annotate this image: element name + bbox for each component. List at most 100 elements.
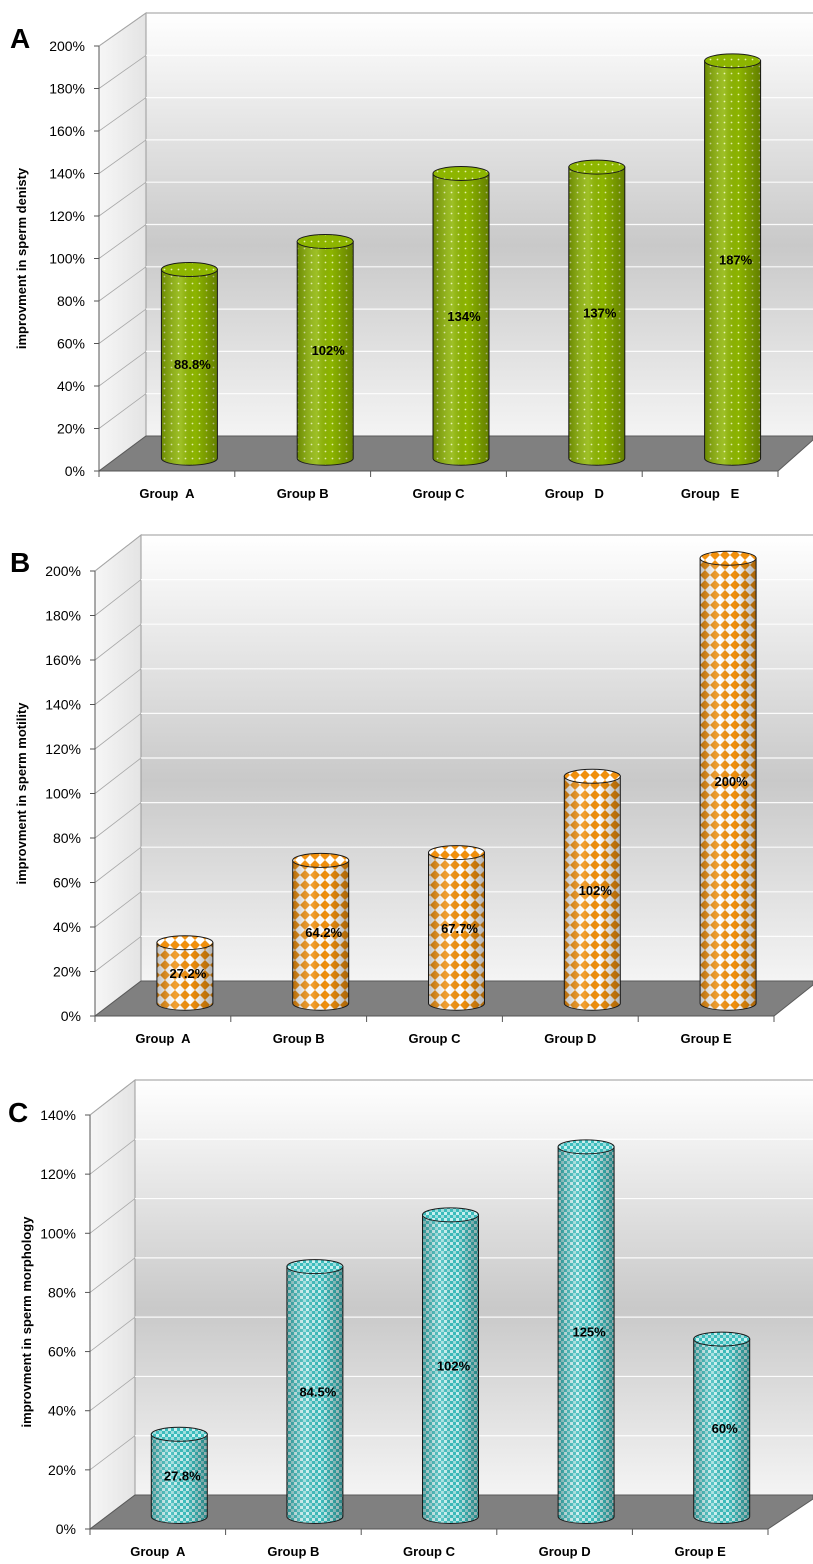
bar-shade: [433, 173, 489, 466]
y-tick-label: 160%: [45, 652, 81, 668]
chart-panel-a: 0% 20% 40% 60% 80% 100% 120% 140% 160% 180% 200% 88…: [10, 12, 813, 501]
bar-shade: [568, 167, 625, 466]
chart-panel-b: 0% 20% 40% 60% 80% 100% 120% 140% 160% 180% 200% 27…: [10, 533, 813, 1046]
bar-top: [156, 935, 214, 951]
side-gridline: [98, 308, 147, 344]
bar-3: [428, 845, 485, 1011]
bar-top: [422, 1207, 479, 1223]
bar-top: [704, 53, 762, 69]
y-tick-label: 20%: [53, 964, 81, 980]
bar-5: [704, 53, 762, 466]
bar-4: [557, 1139, 615, 1524]
y-tick-label: 20%: [48, 1462, 76, 1478]
bar-4: [563, 768, 621, 1011]
bar-shade: [428, 852, 485, 1011]
category-label: Group A: [135, 1031, 191, 1046]
category-label: Group C: [403, 1544, 456, 1559]
y-tick-label: 100%: [45, 786, 81, 802]
panel-letter: C: [8, 1097, 28, 1128]
data-label: 134%: [447, 309, 481, 324]
bar-shade: [700, 558, 757, 1011]
y-tick-label: 20%: [57, 421, 85, 437]
bar-top: [693, 1331, 751, 1347]
y-tick-label: 120%: [45, 741, 81, 757]
y-tick-label: 120%: [40, 1166, 76, 1182]
data-label: 67.7%: [441, 921, 478, 936]
y-axis-label: improvment in sperm motility: [14, 702, 29, 885]
category-label: Group B: [267, 1544, 319, 1559]
bar-top: [563, 768, 621, 784]
side-gridline: [98, 393, 147, 429]
side-gridline: [94, 757, 142, 794]
side-gridline: [98, 181, 147, 217]
data-label: 84.5%: [299, 1385, 336, 1400]
side-gridline: [98, 54, 147, 89]
side-gridline: [94, 846, 142, 883]
category-label: Group A: [130, 1544, 186, 1559]
y-tick-label: 80%: [53, 830, 81, 846]
bar-top: [557, 1139, 615, 1155]
y-tick-label: 100%: [49, 251, 85, 267]
bar-top: [568, 159, 626, 175]
y-tick-label: 140%: [45, 697, 81, 713]
side-gridline: [94, 579, 142, 616]
category-label: Group D: [545, 486, 604, 501]
bar-shade: [422, 1214, 479, 1524]
bar-shade: [558, 1146, 615, 1524]
data-label: 200%: [714, 774, 748, 789]
bar-top: [292, 852, 350, 868]
y-tick-label: 80%: [57, 293, 85, 309]
y-tick-label: 80%: [48, 1284, 76, 1300]
category-label: Group E: [681, 486, 740, 501]
category-label: Group A: [139, 486, 195, 501]
y-tick-label: 140%: [40, 1107, 76, 1123]
panel-letter: B: [10, 547, 30, 578]
bar-5: [699, 550, 757, 1011]
bar-2: [296, 234, 354, 466]
side-gridline: [98, 266, 147, 302]
bar-shade: [297, 241, 354, 466]
bar-5: [693, 1331, 751, 1524]
bar-2: [286, 1259, 344, 1524]
y-tick-label: 0%: [61, 1008, 81, 1024]
category-label: Group E: [680, 1031, 732, 1046]
y-tick-label: 40%: [53, 919, 81, 935]
side-gridline: [89, 1079, 136, 1116]
side-gridline: [94, 713, 142, 750]
bar-1: [160, 262, 218, 466]
data-label: 102%: [579, 883, 613, 898]
side-gridline: [89, 1376, 136, 1412]
side-gridline: [98, 224, 147, 259]
category-label: Group D: [544, 1031, 596, 1046]
category-label: Group C: [413, 486, 466, 501]
y-axis-label: improvment in sperm denisty: [14, 167, 29, 349]
y-tick-label: 0%: [56, 1521, 76, 1537]
category-label: Group C: [409, 1031, 462, 1046]
data-label: 187%: [719, 253, 753, 268]
side-gridline: [94, 534, 142, 572]
y-tick-label: 0%: [65, 463, 85, 479]
bar-top: [286, 1259, 344, 1275]
side-gridline: [94, 623, 142, 661]
bar-1: [156, 935, 214, 1011]
y-tick-label: 40%: [48, 1403, 76, 1419]
y-tick-label: 60%: [53, 875, 81, 891]
category-label: Group B: [277, 486, 329, 501]
bar-top: [428, 845, 485, 861]
side-gridline: [89, 1316, 136, 1352]
data-label: 60%: [712, 1421, 738, 1436]
data-label: 88.8%: [174, 357, 211, 372]
side-gridline: [98, 12, 147, 47]
bar-3: [422, 1207, 479, 1524]
bar-shade: [704, 60, 761, 466]
side-wall: [98, 12, 147, 472]
y-tick-label: 120%: [49, 208, 85, 224]
bar-shade: [292, 860, 349, 1011]
category-label: Group B: [273, 1031, 325, 1046]
bar-shade: [156, 942, 213, 1011]
category-label: Group D: [539, 1544, 591, 1559]
data-label: 64.2%: [305, 925, 342, 940]
side-gridline: [94, 936, 142, 972]
y-tick-label: 180%: [49, 81, 85, 97]
